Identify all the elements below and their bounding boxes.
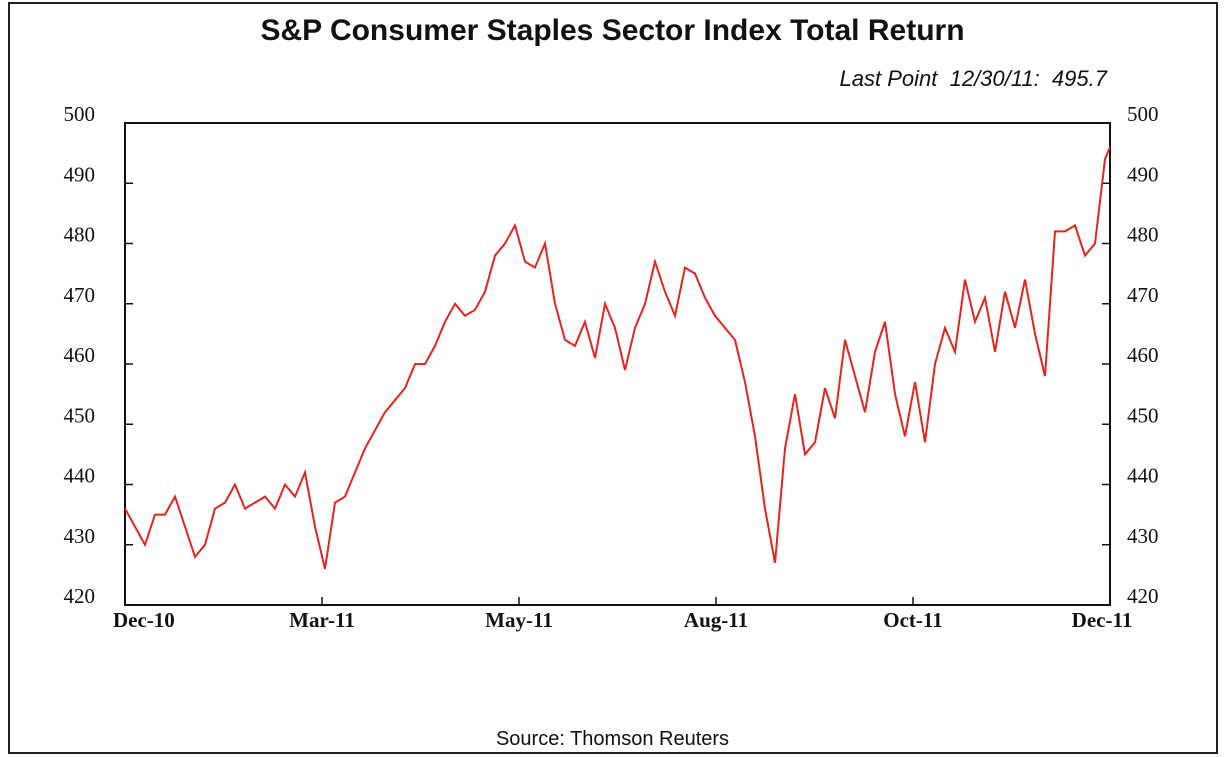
x-tick-label: Aug-11: [684, 608, 748, 632]
x-tick-label: Oct-11: [883, 608, 942, 632]
y-tick-label-left: 470: [64, 283, 96, 307]
x-tick-label: Dec-11: [1072, 608, 1133, 632]
plot-area: [124, 122, 1111, 606]
bottom-axis: Dec-10 Mar-11 May-11 Aug-11 Oct-11 Dec-11: [113, 597, 1132, 632]
y-tick-label-right: 420: [1127, 584, 1159, 608]
y-tick-label-right: 460: [1127, 343, 1159, 367]
source-note: Source: Thomson Reuters: [495, 728, 730, 750]
y-tick-label-left: 490: [64, 162, 96, 186]
y-tick-label-right: 490: [1127, 162, 1159, 186]
y-tick-label-left: 480: [64, 223, 96, 247]
y-tick-label-right: 430: [1127, 524, 1159, 548]
series-line: [124, 146, 1111, 570]
chart-frame: [8, 2, 1218, 754]
right-axis: 500 490 480 470 460 450 440 430 420: [1102, 102, 1159, 608]
x-tick-label: Mar-11: [289, 608, 355, 632]
x-tick-label: May-11: [485, 608, 553, 632]
y-tick-label-left: 430: [64, 524, 96, 548]
y-tick-label-left: 440: [64, 464, 96, 488]
y-tick-label-left: 500: [64, 102, 96, 126]
y-tick-label-right: 480: [1127, 223, 1159, 247]
y-tick-label-right: 500: [1127, 102, 1159, 126]
y-tick-label-left: 460: [64, 343, 96, 367]
y-tick-label-left: 420: [64, 584, 96, 608]
y-tick-label-right: 450: [1127, 403, 1159, 427]
left-axis: 500 490 480 470 460 450 440 430 420: [64, 102, 133, 608]
last-point-label: Last Point 12/30/11: 495.7: [839, 66, 1107, 91]
y-tick-label-right: 440: [1127, 464, 1159, 488]
y-tick-label-left: 450: [64, 403, 96, 427]
y-tick-label-right: 470: [1127, 283, 1159, 307]
x-tick-label: Dec-10: [113, 608, 175, 632]
chart-title: S&P Consumer Staples Sector Index Total …: [260, 14, 965, 47]
